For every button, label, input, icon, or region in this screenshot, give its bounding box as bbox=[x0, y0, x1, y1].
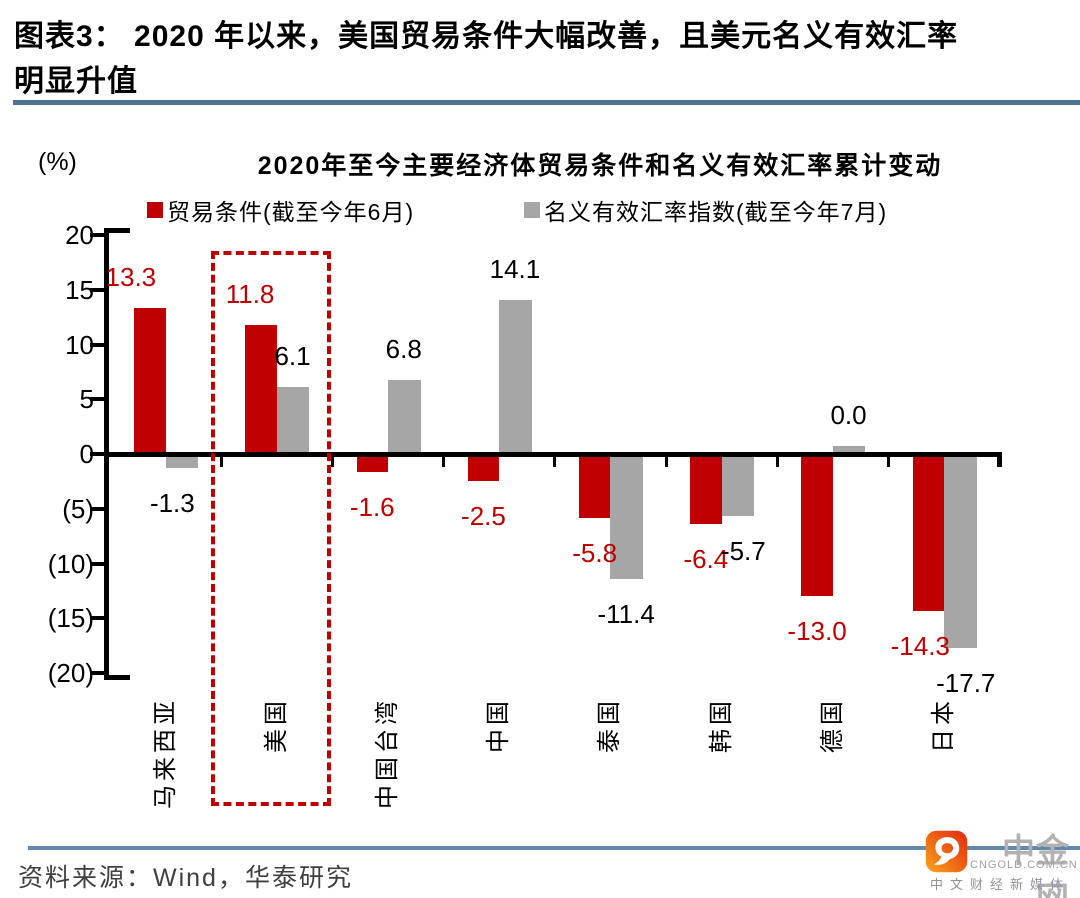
x-axis-category-tick bbox=[442, 457, 446, 467]
y-axis-tick-label: (15) bbox=[47, 603, 94, 634]
category-label-2: 中国台湾 bbox=[374, 697, 401, 809]
y-axis-tick bbox=[90, 397, 106, 402]
legend-label-trade-conditions: 贸易条件(截至今年6月) bbox=[167, 199, 415, 225]
value-label-gray-0: -1.3 bbox=[149, 488, 195, 519]
bar-red-3 bbox=[467, 454, 500, 482]
bar-gray-4 bbox=[610, 454, 643, 579]
category-label-4: 泰国 bbox=[596, 697, 624, 753]
value-label-red-6: -13.0 bbox=[787, 616, 847, 647]
figure-title-line2: 明显升值 bbox=[14, 65, 138, 98]
y-axis-unit-label: (%) bbox=[38, 148, 77, 176]
bar-gray-3 bbox=[499, 299, 532, 456]
figure-title-line1: 图表3： 2020 年以来，美国贸易条件大幅改善，且美元名义有效汇率 bbox=[14, 20, 959, 53]
value-label-red-1: 11.8 bbox=[225, 278, 275, 309]
legend-swatch-red bbox=[147, 202, 163, 218]
value-label-red-4: -5.8 bbox=[572, 537, 618, 568]
value-label-gray-1: 6.1 bbox=[274, 341, 311, 372]
category-label-3: 中国 bbox=[485, 697, 513, 753]
x-axis-category-tick bbox=[553, 457, 557, 467]
y-axis-tick bbox=[90, 233, 106, 237]
y-axis-tick bbox=[90, 452, 106, 456]
x-axis-category-tick bbox=[219, 457, 223, 467]
bar-gray-6 bbox=[832, 446, 866, 454]
cngold-logo-domain: CNGOLD.COM.CN bbox=[970, 859, 1078, 871]
bar-gray-7 bbox=[944, 454, 977, 648]
y-axis-tick-label: 0 bbox=[79, 439, 94, 469]
value-label-gray-7: -17.7 bbox=[936, 667, 996, 698]
y-axis-tick-label: 20 bbox=[65, 220, 94, 250]
source-note: 资料来源：Wind，华泰研究 bbox=[18, 864, 353, 892]
bar-gray-0 bbox=[165, 454, 199, 469]
legend-item-trade-conditions: 贸易条件(截至今年6月) bbox=[147, 196, 415, 225]
value-label-red-0: 13.3 bbox=[105, 262, 157, 293]
x-axis-category-tick bbox=[886, 457, 890, 467]
bar-red-5 bbox=[690, 454, 722, 525]
cngold-logo-icon bbox=[925, 830, 968, 873]
bar-gray-1 bbox=[276, 387, 310, 456]
value-label-gray-4: -11.4 bbox=[597, 598, 655, 629]
y-axis-tick bbox=[90, 287, 106, 292]
bar-gray-5 bbox=[721, 454, 755, 517]
bar-red-4 bbox=[578, 454, 611, 518]
category-label-5: 韩国 bbox=[707, 697, 735, 753]
legend-swatch-gray bbox=[524, 202, 540, 218]
x-axis-category-tick bbox=[775, 457, 779, 467]
cngold-logo: 中金网 CNGOLD.COM.CN 中文财经新媒体 bbox=[920, 824, 1080, 898]
value-label-red-7: -14.3 bbox=[890, 630, 950, 661]
x-axis-end-cap bbox=[997, 452, 1002, 467]
y-axis-bottom-cap bbox=[104, 675, 130, 680]
category-label-6: 德国 bbox=[818, 697, 846, 753]
value-label-red-2: -1.6 bbox=[349, 491, 395, 522]
bar-red-0 bbox=[134, 308, 166, 456]
y-axis-tick-label: 10 bbox=[65, 329, 94, 360]
x-axis-zero-line bbox=[104, 452, 1002, 457]
bar-red-1 bbox=[245, 324, 277, 456]
x-axis-category-tick bbox=[330, 457, 334, 467]
y-axis-tick-label: (20) bbox=[47, 658, 94, 688]
value-label-gray-3: 14.1 bbox=[489, 253, 541, 284]
y-axis-tick-label: (5) bbox=[62, 493, 94, 524]
footer-divider bbox=[28, 846, 1080, 850]
bar-red-6 bbox=[801, 454, 833, 597]
y-axis-tick bbox=[90, 506, 106, 511]
bar-red-2 bbox=[356, 454, 388, 472]
category-label-7: 日本 bbox=[930, 697, 957, 753]
y-axis-tick-label: 5 bbox=[79, 384, 94, 415]
value-label-red-3: -2.5 bbox=[461, 501, 506, 532]
cngold-logo-tagline: 中文财经新媒体 bbox=[929, 877, 1070, 892]
value-label-gray-2: 6.8 bbox=[385, 333, 422, 364]
y-axis-tick bbox=[90, 342, 106, 347]
chart-title: 2020年至今主要经济体贸易条件和名义有效汇率累计变动 bbox=[257, 152, 943, 180]
category-label-0: 马来西亚 bbox=[151, 697, 179, 809]
figure-title: 图表3： 2020 年以来，美国贸易条件大幅改善，且美元名义有效汇率 明显升值 bbox=[14, 14, 1070, 104]
value-label-red-5: -6.4 bbox=[683, 544, 729, 575]
value-label-gray-6: 0.0 bbox=[830, 400, 867, 430]
x-axis-category-tick bbox=[664, 457, 668, 467]
title-divider bbox=[13, 100, 1080, 105]
y-axis-tick bbox=[90, 616, 106, 621]
y-axis-tick bbox=[90, 561, 106, 566]
bar-red-7 bbox=[912, 454, 944, 611]
y-axis-tick-label: 15 bbox=[65, 274, 94, 305]
bar-gray-2 bbox=[388, 379, 421, 456]
value-label-gray-5: -5.7 bbox=[720, 536, 766, 567]
legend-label-neer: 名义有效汇率指数(截至今年7月) bbox=[544, 199, 888, 225]
y-axis-tick bbox=[90, 671, 106, 675]
highlight-box-us bbox=[211, 251, 331, 806]
y-axis-tick-label: (10) bbox=[47, 548, 94, 579]
y-axis-top-cap bbox=[104, 228, 130, 233]
cngold-logo-name: 中金网 bbox=[1002, 832, 1070, 898]
legend-item-neer: 名义有效汇率指数(截至今年7月) bbox=[524, 196, 888, 225]
